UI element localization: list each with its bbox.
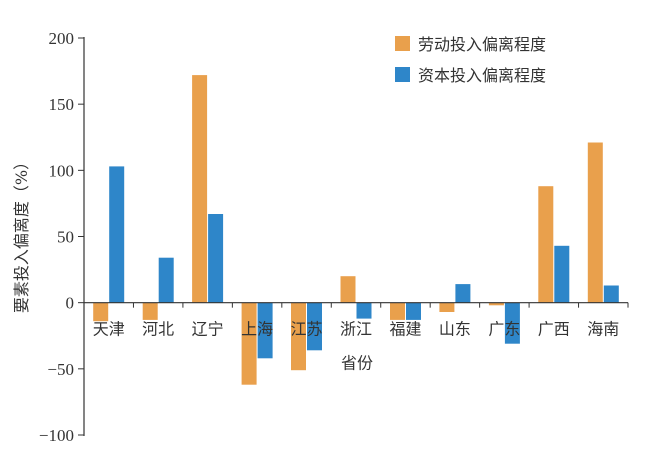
bar-capital-9 (554, 245, 570, 303)
x-category-label: 浙江 (340, 320, 372, 339)
x-category-label: 辽宁 (192, 320, 224, 339)
x-axis-title: 省份 (341, 354, 373, 373)
bar-labor-2 (192, 75, 208, 303)
bar-capital-2 (208, 214, 224, 303)
bar-labor-4 (291, 302, 306, 371)
x-labels-group: 天津 河北 辽宁 上海 江苏 浙江 福建 山东 广东 广西 海南 (93, 320, 620, 339)
bar-capital-3 (257, 302, 273, 359)
x-category-label: 海南 (587, 320, 619, 339)
bar-capital-0 (109, 166, 125, 303)
y-ticks-group: −100 −50 0 50 100 150 200 (39, 29, 84, 445)
legend-swatch-capital (395, 67, 410, 82)
legend-label: 劳动投入偏离程度 (418, 35, 546, 54)
y-tick-label: −100 (39, 426, 74, 445)
x-category-label: 河北 (142, 320, 174, 339)
y-tick-label: 150 (49, 95, 75, 114)
x-category-label: 天津 (93, 320, 125, 339)
x-category-label: 广东 (488, 320, 520, 339)
bar-capital-4 (307, 302, 322, 351)
x-category-label: 福建 (389, 320, 421, 339)
bar-capital-6 (406, 302, 421, 320)
bar-labor-6 (390, 302, 405, 320)
bar-labor-10 (587, 142, 603, 303)
legend-label: 资本投入偏离程度 (418, 66, 546, 85)
bar-labor-1 (142, 302, 158, 320)
y-tick-label: 200 (49, 29, 75, 48)
bar-capital-10 (603, 285, 619, 303)
bar-capital-1 (158, 257, 174, 303)
y-tick-label: 100 (49, 161, 75, 180)
bars-group (93, 75, 619, 385)
bar-labor-5 (340, 276, 356, 303)
bar-labor-0 (93, 302, 109, 322)
y-tick-label: 0 (66, 294, 75, 313)
bar-labor-3 (241, 302, 257, 385)
legend-swatch-labor (395, 36, 410, 51)
bar-labor-7 (439, 302, 455, 312)
y-tick-label: −50 (47, 360, 74, 379)
x-category-label: 上海 (241, 320, 273, 339)
x-category-label: 广西 (538, 320, 570, 339)
x-category-label: 山东 (439, 320, 471, 339)
bar-capital-7 (455, 284, 471, 303)
bar-capital-8 (504, 302, 520, 344)
bar-labor-8 (488, 302, 504, 306)
bar-capital-5 (356, 302, 372, 319)
x-category-label: 江苏 (291, 320, 323, 339)
bar-labor-9 (538, 186, 554, 303)
y-tick-label: 50 (57, 228, 74, 247)
y-axis-title: 要素投入偏离度（%） (12, 154, 31, 313)
